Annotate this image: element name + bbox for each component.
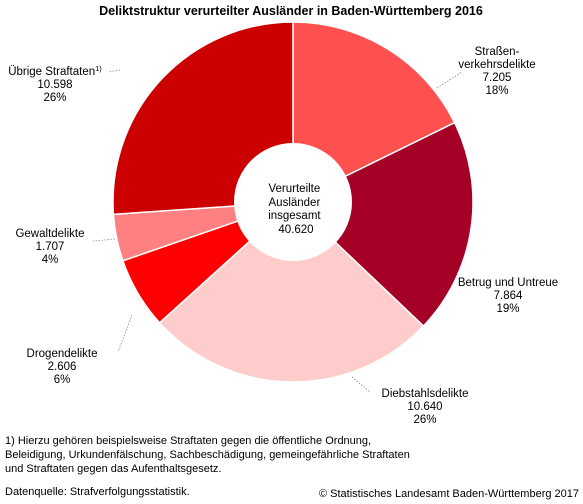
slice-name: Übrige Straftaten [8, 66, 95, 78]
donut-chart: Deliktstruktur verurteilter Ausländer in… [8, 4, 558, 426]
leader-line [92, 238, 116, 242]
slice-diebstahlsdelikte [158, 200, 425, 383]
label-gewaltdelikte: Gewaltdelikte 1.707 4% [15, 228, 84, 266]
slice-percent: 6% [54, 374, 71, 386]
slice-percent: 4% [42, 254, 59, 266]
slice-name: Straßen- [475, 46, 520, 58]
slice-percent: 26% [413, 414, 436, 426]
leader-line [436, 71, 463, 89]
slice-name: Betrug und Untreue [458, 277, 558, 289]
slice-value: 10.640 [407, 401, 442, 413]
leader-line [117, 314, 133, 353]
footnote: 1) Hierzu gehören beispielsweise Strafta… [5, 434, 475, 476]
slice-name: Diebstahlsdelikte [382, 388, 469, 400]
leader-lines [92, 69, 463, 393]
footnote-line: 1) Hierzu gehören beispielsweise Strafta… [5, 435, 372, 447]
footnote-line: und Straftaten gegen das Aufenthaltsgese… [5, 463, 222, 475]
label-diebstahlsdelikte: Diebstahlsdelikte 10.640 26% [382, 388, 469, 426]
leader-line [351, 376, 371, 393]
slice-name: verkehrsdelikte [458, 59, 535, 71]
copyright: © Statistisches Landesamt Baden-Württemb… [318, 488, 579, 500]
slice-percent: 18% [485, 85, 508, 97]
slice-labels: Straßen-verkehrsdelikte 7.205 18% Betrug un… [8, 46, 558, 426]
slice-value: 7.205 [483, 72, 512, 84]
label-drogendelikte: Drogendelikte 2.606 6% [27, 348, 98, 386]
footnote-mark: 1) [95, 64, 102, 73]
slice-percent: 26% [43, 92, 66, 104]
slice-name: Drogendelikte [27, 348, 98, 360]
donut-hole [234, 143, 352, 261]
leader-line [107, 69, 121, 73]
pie-slices [112, 21, 474, 383]
slice-percent: 19% [496, 303, 519, 315]
slice-strassen-verkehrsdelikte [292, 21, 456, 204]
slice-value: 1.707 [36, 241, 65, 253]
data-source: Datenquelle: Strafverfolgungsstatistik. [5, 486, 190, 498]
label-ubrige-straftaten: Übrige Straftaten1) 10.598 26% [8, 64, 102, 104]
chart-title: Deliktstruktur verurteilter Ausländer in… [99, 4, 483, 18]
center-label: Verurteilte Ausländer insgesamt 40.620 [268, 183, 324, 236]
slice-value: 7.864 [494, 290, 523, 302]
slice-name: Gewaltdelikte [15, 228, 84, 240]
slice-betrug-und-untreue [291, 121, 474, 328]
label-betrug-und-untreue: Betrug und Untreue 7.864 19% [458, 277, 558, 315]
slice-value: 10.598 [37, 79, 72, 91]
slice-value: 2.606 [48, 361, 77, 373]
footnote-line: Beleidigung, Urkundenfälschung, Sachbesc… [5, 449, 410, 461]
label-strassen-verkehrsdelikte: Straßen-verkehrsdelikte 7.205 18% [458, 46, 535, 97]
